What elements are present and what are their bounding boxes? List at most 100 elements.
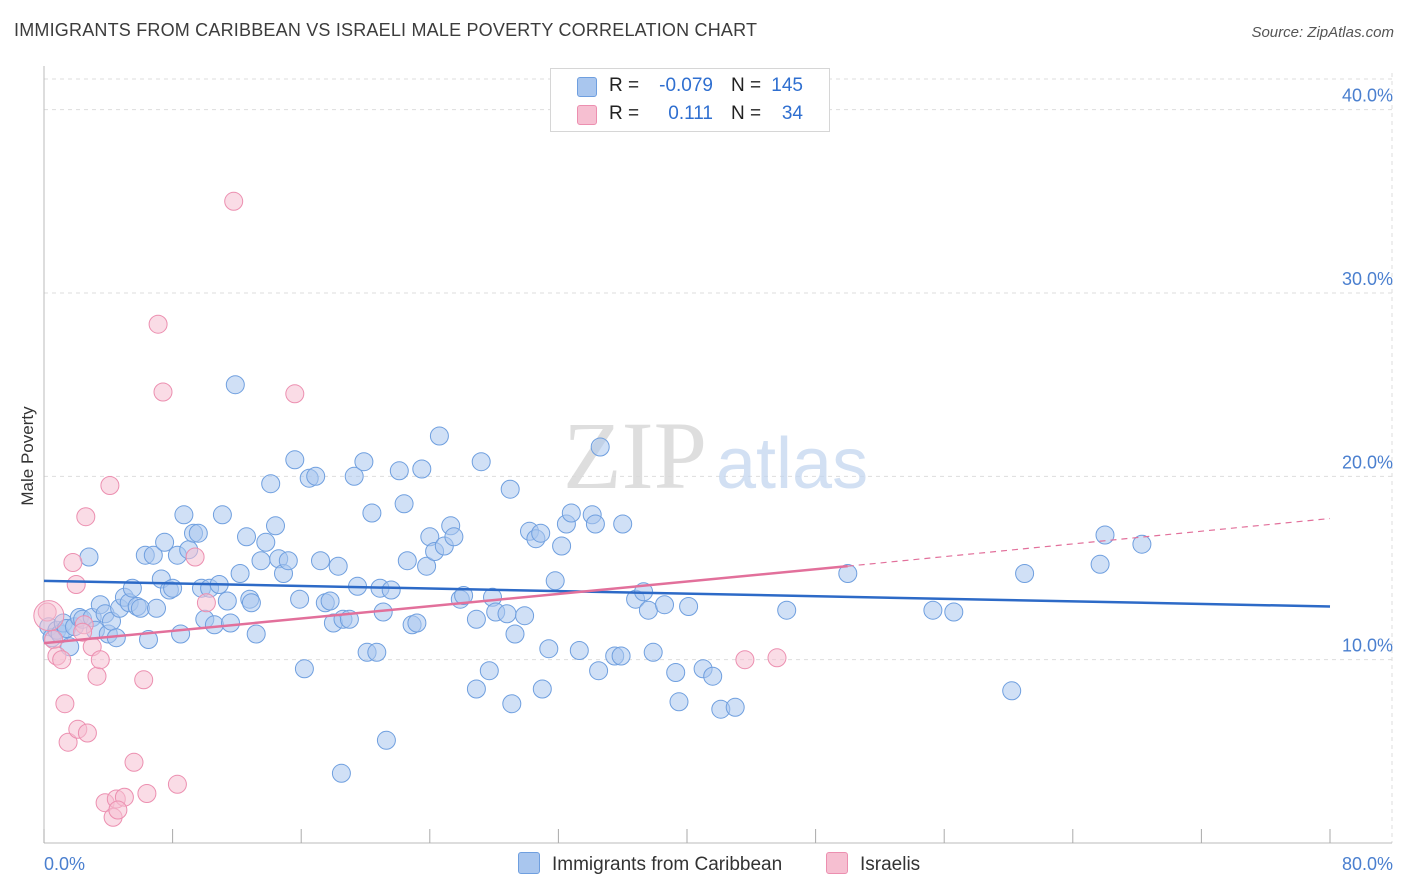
caribbean-point xyxy=(429,426,449,446)
caribbean-point xyxy=(1132,534,1152,554)
caribbean-point xyxy=(376,730,396,750)
israeli-trend-extension xyxy=(847,517,1331,567)
caribbean-point xyxy=(923,600,943,620)
bottom-legend-swatch-pink xyxy=(826,852,848,874)
israeli-point xyxy=(100,476,120,495)
israeli-point xyxy=(196,593,216,613)
caribbean-point xyxy=(306,466,326,486)
caribbean-point xyxy=(278,551,298,571)
israeli-point xyxy=(77,723,97,743)
legend-r-label: R = xyxy=(609,103,640,124)
caribbean-point xyxy=(502,694,522,714)
watermark-zip: ZIP xyxy=(563,402,707,509)
israeli-point xyxy=(37,602,57,622)
israeli-point xyxy=(124,752,144,772)
caribbean-point xyxy=(679,597,699,616)
caribbean-point xyxy=(444,527,464,547)
stats-legend: R = -0.079 N = 145 R = 0.111 N = 34 xyxy=(550,68,830,132)
israeli-point xyxy=(55,694,75,714)
caribbean-point xyxy=(155,532,175,552)
caribbean-point xyxy=(367,642,387,662)
caribbean-point xyxy=(643,642,663,662)
caribbean-point xyxy=(212,505,232,525)
caribbean-point xyxy=(703,666,723,686)
caribbean-point xyxy=(466,679,486,699)
caribbean-point xyxy=(497,604,517,624)
caribbean-point xyxy=(479,661,499,681)
israeli-point xyxy=(134,670,154,690)
israeli-point xyxy=(76,507,96,527)
caribbean-point xyxy=(500,479,520,499)
caribbean-point xyxy=(725,697,745,717)
caribbean-point xyxy=(590,437,610,457)
caribbean-point xyxy=(545,571,565,591)
israeli-point xyxy=(90,650,110,670)
caribbean-point xyxy=(230,564,250,583)
caribbean-point xyxy=(412,459,432,479)
caribbean-point xyxy=(354,452,374,472)
legend-r-label: R = xyxy=(609,75,640,96)
caribbean-point xyxy=(531,523,551,543)
y-tick-label: 10.0% xyxy=(1342,636,1393,656)
caribbean-point xyxy=(79,547,99,567)
caribbean-point xyxy=(417,556,437,576)
caribbean-point xyxy=(225,375,245,395)
israeli-point xyxy=(285,384,305,404)
caribbean-point xyxy=(163,578,183,598)
israeli-point xyxy=(185,547,205,567)
legend-swatch-pink xyxy=(577,105,597,125)
caribbean-point xyxy=(204,615,224,635)
caribbean-point xyxy=(515,606,535,626)
legend-r-value: -0.079 xyxy=(659,75,713,96)
legend-row-caribbean: R = -0.079 N = 145 xyxy=(551,73,829,99)
caribbean-point xyxy=(266,516,285,536)
caribbean-point xyxy=(666,663,686,682)
trend-lines xyxy=(43,517,1331,645)
caribbean-point xyxy=(344,466,364,486)
caribbean-point xyxy=(311,551,330,571)
caribbean-point xyxy=(613,514,633,534)
caribbean-point xyxy=(174,505,194,525)
caribbean-point xyxy=(569,641,589,660)
caribbean-point xyxy=(389,461,409,481)
caribbean-point xyxy=(362,503,382,523)
caribbean-trend-line xyxy=(43,579,1331,608)
y-tick-label: 20.0% xyxy=(1342,452,1393,472)
caribbean-point xyxy=(454,586,474,605)
caribbean-point xyxy=(217,591,237,611)
israeli-point xyxy=(44,630,64,649)
axes xyxy=(43,66,1392,844)
israeli-point xyxy=(73,622,93,642)
caribbean-point xyxy=(221,613,240,633)
caribbean-point xyxy=(471,452,491,472)
legend-row-israelis: R = 0.111 N = 34 xyxy=(551,101,829,127)
caribbean-point xyxy=(944,602,964,622)
caribbean-point xyxy=(237,527,256,547)
caribbean-point xyxy=(246,624,266,644)
caribbean-point xyxy=(585,514,605,534)
source-label: Source: ZipAtlas.com xyxy=(1251,24,1394,41)
caribbean-point xyxy=(466,609,486,629)
caribbean-point xyxy=(532,679,552,699)
israeli-point xyxy=(224,191,244,211)
caribbean-point xyxy=(1002,681,1022,701)
caribbean-point xyxy=(241,593,261,613)
israeli-point xyxy=(148,314,168,334)
caribbean-point xyxy=(638,600,658,620)
caribbean-point xyxy=(505,624,525,644)
caribbean-point xyxy=(285,450,305,470)
israeli-point xyxy=(58,732,78,752)
caribbean-point xyxy=(143,545,163,565)
caribbean-point xyxy=(589,661,609,681)
israeli-point xyxy=(66,575,86,594)
watermark-atlas: atlas xyxy=(716,424,868,504)
israeli-trend-line xyxy=(43,564,848,645)
caribbean-point xyxy=(552,536,572,556)
caribbean-point xyxy=(328,556,348,576)
caribbean-point xyxy=(139,630,158,649)
legend-n-label: N = xyxy=(731,75,762,96)
caribbean-point xyxy=(838,564,858,583)
caribbean-point xyxy=(147,598,166,618)
caribbean-point xyxy=(611,646,631,666)
